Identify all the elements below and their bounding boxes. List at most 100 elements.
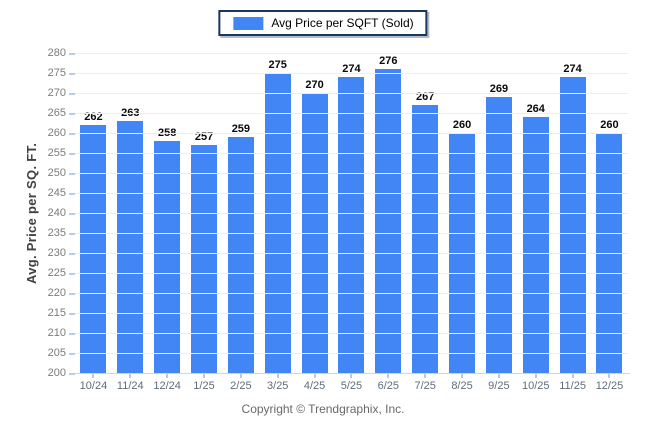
y-tick-label: 245 — [47, 187, 66, 199]
y-tick-label: 235 — [47, 227, 66, 239]
y-tick-label: 200 — [47, 367, 66, 379]
gridline — [75, 53, 628, 54]
bar-10/24[interactable] — [80, 125, 107, 373]
gridline — [75, 233, 628, 234]
x-tick-label: 4/25 — [303, 380, 326, 392]
x-axis-cell: 12/25 — [591, 374, 628, 393]
bar-value-label: 257 — [194, 131, 214, 143]
y-tick-label: 280 — [47, 47, 66, 59]
bar-3/25[interactable] — [264, 73, 291, 373]
bar-9/25[interactable] — [485, 97, 512, 373]
bar-value-label: 262 — [84, 111, 103, 123]
plot-area: 262 263 258 257 259 275 270 274 276 267 260 269 264 2… — [48, 47, 630, 379]
bar-12/24[interactable] — [154, 141, 181, 373]
bar-column: 263 — [112, 53, 149, 373]
bar-6/25[interactable] — [375, 69, 402, 373]
bar-column: 274 — [554, 53, 591, 373]
x-tick-label: 2/25 — [230, 380, 252, 392]
legend: Avg Price per SQFT (Sold) — [218, 10, 428, 36]
y-tick-label: 220 — [47, 287, 66, 299]
bar-1/25[interactable] — [191, 145, 217, 373]
bar-column: 257 — [186, 53, 223, 373]
x-axis-cell: 12/24 — [149, 374, 186, 393]
x-tick-mark — [387, 374, 390, 378]
legend-series-label: Avg Price per SQFT (Sold) — [271, 16, 414, 30]
x-tick-label: 10/25 — [521, 380, 550, 392]
x-tick-label: 11/24 — [116, 380, 144, 392]
bar-10/25[interactable] — [522, 117, 549, 373]
x-tick-mark — [350, 374, 353, 378]
x-tick-mark — [313, 374, 316, 378]
y-tick-mark — [69, 372, 75, 375]
x-axis-cell: 6/25 — [370, 374, 407, 393]
bar-column: 275 — [259, 53, 296, 373]
bar-value-label: 270 — [305, 79, 324, 91]
bar-column: 264 — [517, 53, 554, 373]
bar-value-label: 260 — [600, 119, 619, 131]
y-tick-label: 275 — [47, 67, 66, 79]
gridline — [75, 133, 628, 134]
x-axis-cell: 11/24 — [112, 374, 149, 393]
x-tick-label: 8/25 — [451, 380, 473, 392]
gridline — [75, 73, 628, 74]
bar-11/24[interactable] — [117, 121, 144, 373]
gridline — [75, 273, 628, 274]
bar-value-label: 274 — [342, 63, 361, 75]
y-tick-mark — [69, 272, 75, 275]
x-tick-mark — [571, 374, 574, 378]
x-axis-cell: 10/25 — [517, 374, 554, 393]
bar-value-label: 274 — [563, 63, 582, 75]
x-axis-cell: 2/25 — [222, 374, 259, 393]
x-tick-label: 12/25 — [595, 380, 624, 392]
gridline — [75, 253, 628, 254]
gridline — [75, 293, 628, 294]
x-tick-label: 11/25 — [559, 380, 586, 392]
x-axis: 10/24 11/24 12/24 1/25 2/25 3/25 4/25 5/25 6/25 7… — [75, 374, 628, 393]
x-axis-cell: 5/25 — [333, 374, 370, 393]
x-axis-cell: 10/24 — [75, 374, 112, 393]
bar-7/25[interactable] — [412, 105, 439, 373]
x-tick-mark — [534, 374, 537, 378]
bar-column: 267 — [407, 53, 444, 373]
y-tick-label: 270 — [47, 87, 66, 99]
bar-11/25[interactable] — [559, 77, 586, 373]
x-tick-label: 5/25 — [340, 380, 363, 392]
y-tick-mark — [69, 312, 75, 315]
y-tick-mark — [69, 252, 75, 255]
copyright-text: Copyright © Trendgraphix, Inc. — [241, 402, 405, 416]
x-axis-cell: 1/25 — [186, 374, 223, 393]
x-tick-label: 1/25 — [193, 380, 215, 392]
y-tick-label: 205 — [47, 347, 66, 359]
gridline — [75, 313, 628, 314]
y-tick-mark — [69, 212, 75, 215]
bar-value-label: 269 — [489, 83, 509, 95]
y-tick-mark — [69, 172, 75, 175]
x-tick-label: 10/24 — [79, 380, 108, 392]
gridline — [75, 193, 628, 194]
x-axis-cell: 9/25 — [480, 374, 517, 393]
y-tick-mark — [69, 152, 75, 155]
x-axis-cell: 3/25 — [259, 374, 296, 393]
bar-value-label: 275 — [268, 59, 287, 71]
bar-value-label: 264 — [526, 103, 545, 115]
x-tick-mark — [203, 374, 205, 378]
bar-column: 262 — [75, 53, 112, 373]
legend-swatch-icon — [233, 16, 264, 30]
gridline — [75, 353, 628, 354]
x-tick-mark — [424, 374, 427, 378]
y-tick-label: 250 — [47, 167, 66, 179]
y-tick-label: 240 — [47, 207, 66, 219]
y-tick-mark — [69, 132, 75, 135]
y-tick-mark — [69, 72, 75, 75]
x-tick-mark — [129, 374, 132, 378]
x-tick-label: 6/25 — [377, 380, 400, 392]
y-tick-mark — [69, 52, 75, 55]
x-axis-cell: 4/25 — [296, 374, 333, 393]
bar-value-label: 260 — [452, 119, 472, 131]
bar-column: 276 — [370, 53, 407, 373]
x-tick-mark — [276, 374, 279, 378]
bar-5/25[interactable] — [338, 77, 365, 373]
x-tick-mark — [461, 374, 464, 378]
x-tick-mark — [92, 374, 95, 378]
